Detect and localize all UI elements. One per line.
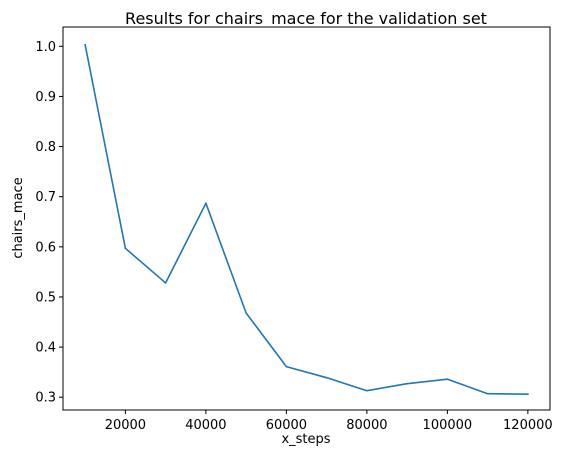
y-tick-label: 0.3 bbox=[35, 391, 56, 406]
x-tick-label: 40000 bbox=[185, 418, 226, 433]
data-point bbox=[366, 389, 368, 392]
x-tick-label: 20000 bbox=[105, 418, 146, 433]
data-point bbox=[325, 376, 328, 379]
y-tick-label: 0.8 bbox=[35, 140, 56, 155]
x-tick-label: 80000 bbox=[346, 418, 387, 433]
series-line-0 bbox=[84, 43, 529, 396]
data-point bbox=[205, 202, 207, 205]
x-tick-label: 120000 bbox=[503, 418, 553, 433]
data-point bbox=[164, 282, 167, 284]
y-axis-label: chairs_mace bbox=[11, 177, 26, 258]
y-tick-label: 0.4 bbox=[35, 341, 56, 356]
plot-background bbox=[63, 27, 550, 410]
data-point bbox=[527, 393, 529, 396]
y-axis: 0.3 0.4 0.5 0.6 0.7 0.8 0.9 1.0 bbox=[35, 40, 63, 406]
y-tick-label: 0.5 bbox=[35, 290, 56, 305]
y-tick-label: 0.6 bbox=[35, 240, 56, 255]
y-tick-label: 0.9 bbox=[35, 90, 56, 105]
plot-frame bbox=[62, 26, 551, 411]
series-layer bbox=[84, 43, 529, 396]
x-axis-label: x_steps bbox=[281, 432, 330, 447]
data-point bbox=[84, 44, 86, 46]
data-point bbox=[124, 247, 127, 250]
data-point bbox=[486, 392, 489, 395]
data-point bbox=[406, 382, 408, 385]
data-point bbox=[285, 365, 288, 368]
y-tick-label: 1.0 bbox=[35, 40, 56, 55]
data-point bbox=[446, 378, 449, 380]
y-tick-label: 0.7 bbox=[35, 190, 56, 205]
x-tick-label: 100000 bbox=[423, 418, 473, 433]
data-point bbox=[245, 312, 247, 314]
x-axis: 20000 40000 60000 80000 100000 120000 bbox=[105, 410, 553, 433]
chart-title: Results for chairs_mace for the validati… bbox=[125, 9, 487, 29]
x-tick-label: 60000 bbox=[266, 418, 307, 433]
plot-area bbox=[62, 26, 551, 411]
